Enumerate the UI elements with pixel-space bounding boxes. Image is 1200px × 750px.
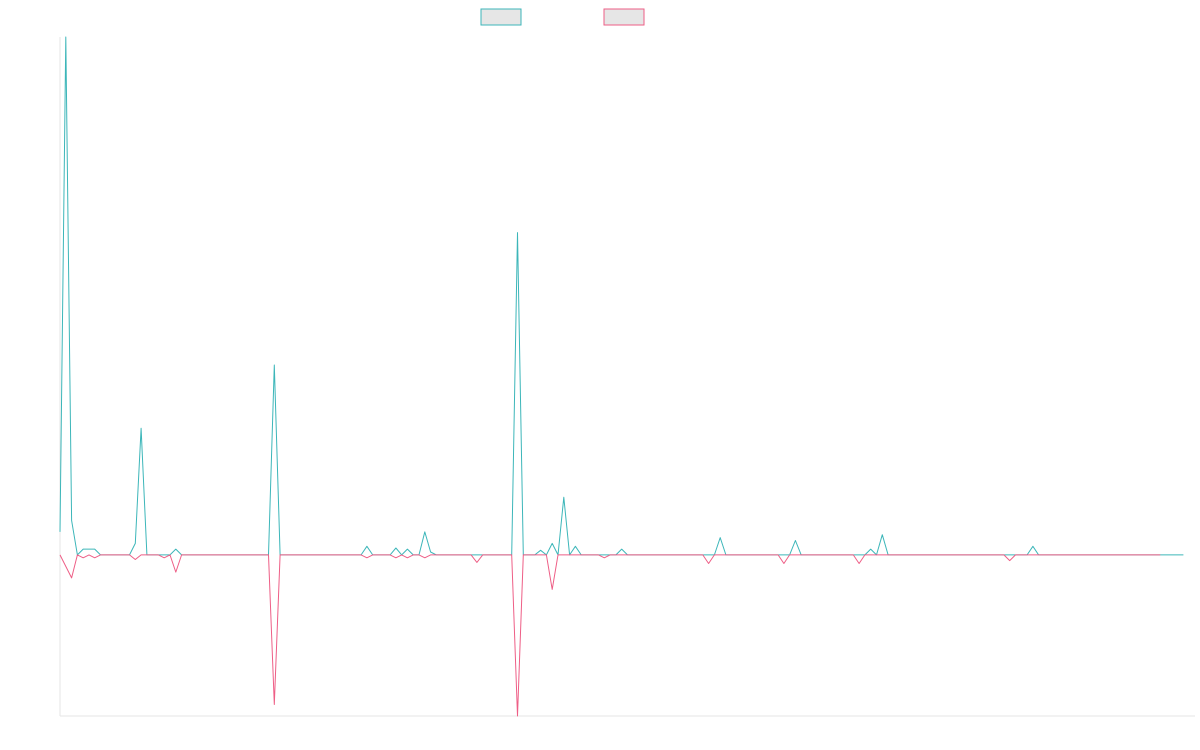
series-a-line xyxy=(59,36,1184,556)
series-b-line xyxy=(59,554,1161,717)
legend-swatch-series-b[interactable] xyxy=(603,8,645,26)
plot-area xyxy=(59,36,1184,717)
legend-swatch-series-a[interactable] xyxy=(480,8,522,26)
axes xyxy=(59,37,1195,717)
legend xyxy=(480,8,645,26)
